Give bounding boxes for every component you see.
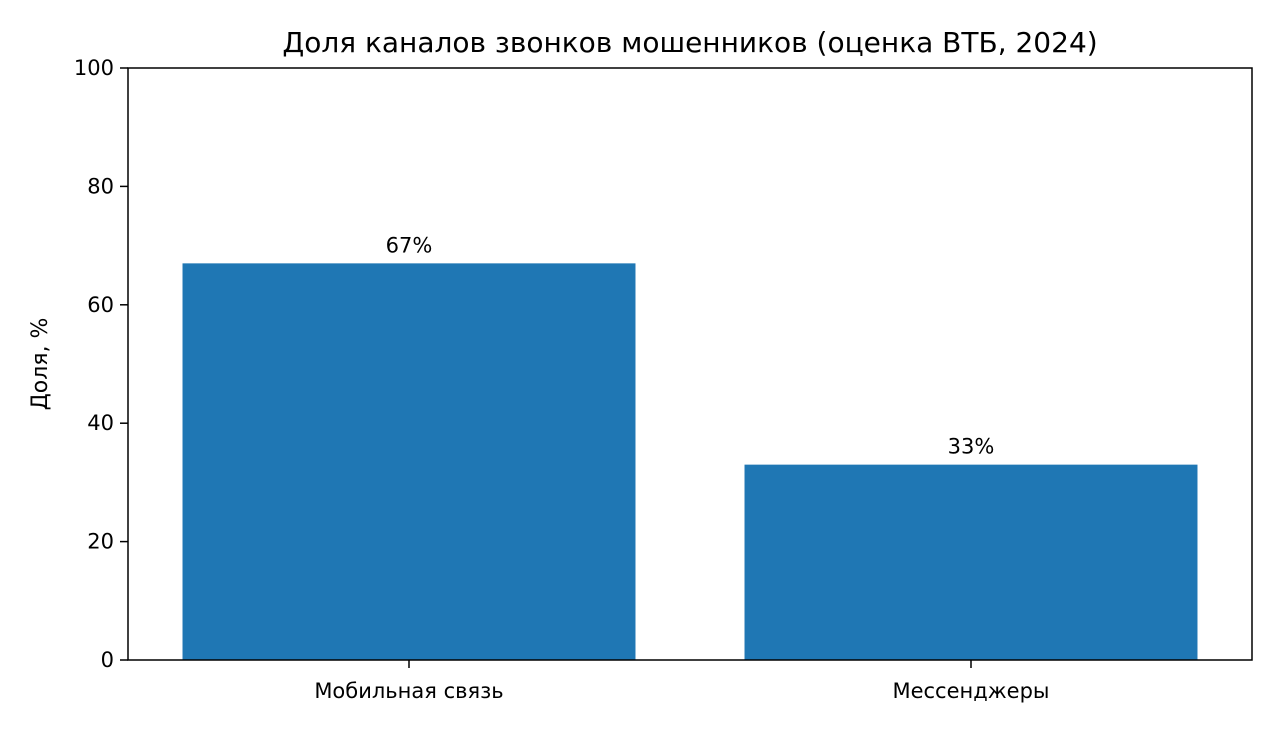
- x-tick-label: Мессенджеры: [892, 679, 1049, 703]
- x-tick-label: Мобильная связь: [314, 679, 503, 703]
- y-tick-label: 60: [87, 293, 114, 317]
- plot-frame: [127, 67, 1253, 661]
- data-label: 33%: [948, 435, 995, 459]
- y-tick-label: 40: [87, 411, 114, 435]
- y-tick-label: 80: [87, 174, 114, 198]
- y-tick-label: 0: [101, 648, 114, 672]
- bar: [744, 464, 1198, 660]
- y-tick-label: 100: [74, 56, 114, 80]
- data-label: 67%: [386, 233, 433, 257]
- plot-area: 0 20 40 60 80 100 67% Мобильная связь 33% Мессенд…: [74, 56, 1198, 703]
- y-axis-label: Доля, %: [28, 318, 53, 411]
- bar: [182, 263, 636, 660]
- chart-title: Доля каналов звонков мошенников (оценка …: [282, 26, 1097, 59]
- y-tick-label: 20: [87, 530, 114, 554]
